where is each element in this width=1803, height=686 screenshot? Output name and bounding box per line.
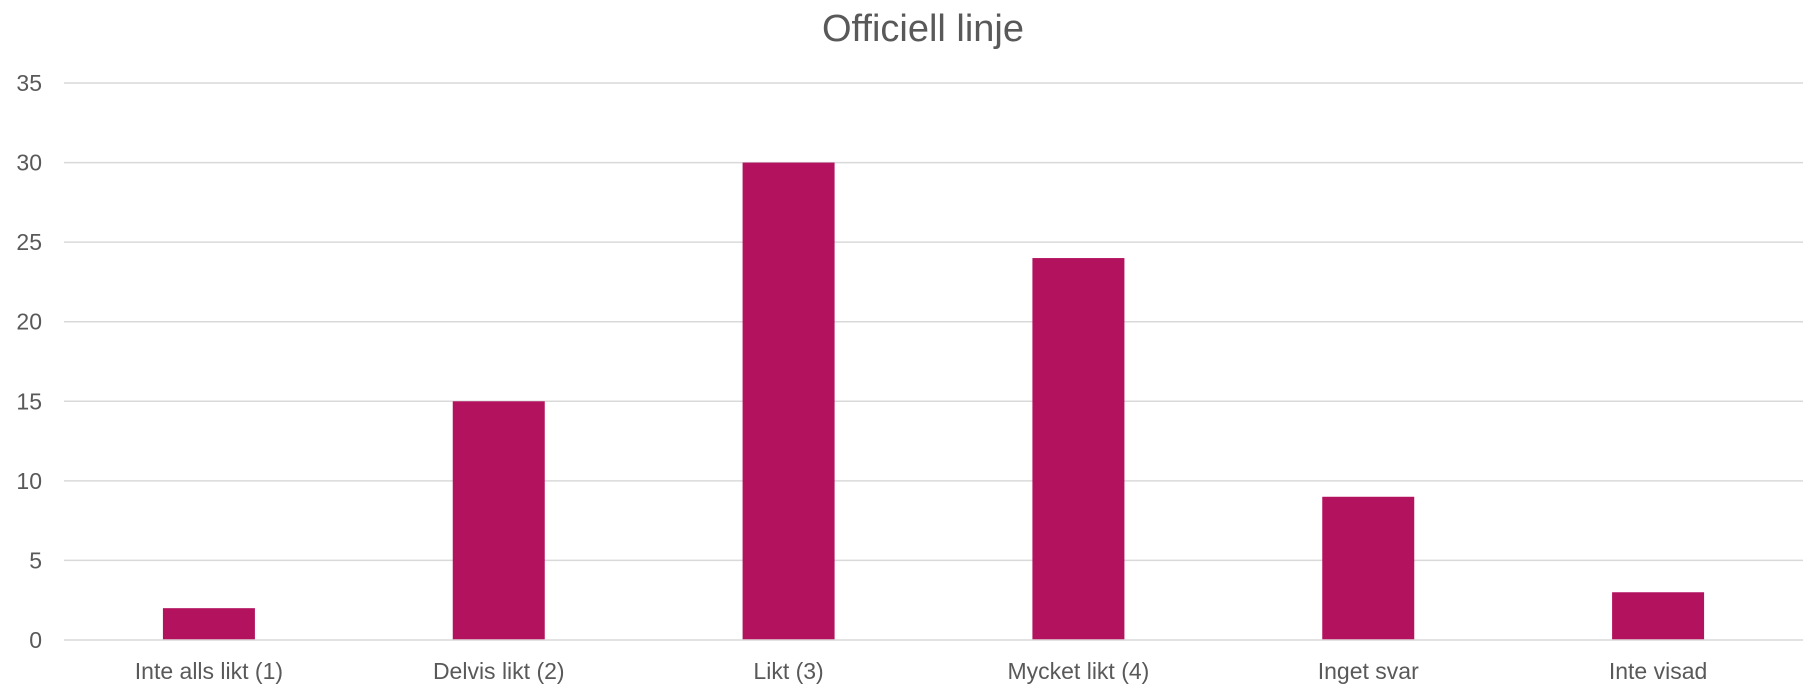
x-category-label: Inte alls likt (1) (135, 658, 283, 684)
y-tick-label: 15 (16, 388, 42, 414)
x-category-label: Inget svar (1318, 658, 1419, 684)
x-category-label: Delvis likt (2) (433, 658, 565, 684)
y-tick-label: 10 (16, 468, 42, 494)
y-tick-label: 5 (29, 547, 42, 573)
bar (162, 608, 255, 640)
bars (162, 162, 1705, 641)
y-tick-label: 20 (16, 309, 42, 335)
y-tick-label: 25 (16, 229, 42, 255)
y-tick-label: 0 (29, 627, 42, 653)
x-category-label: Likt (3) (753, 658, 823, 684)
bar (1322, 496, 1415, 640)
x-axis-category-labels: Inte alls likt (1) Delvis likt (2) Likt (3… (135, 658, 1708, 684)
bar (1612, 592, 1705, 640)
y-axis-tick-labels: 0 5 10 15 20 25 30 35 (16, 70, 42, 653)
bar (1032, 258, 1125, 640)
chart-title: Officiell linje (822, 8, 1024, 50)
x-category-label: Mycket likt (4) (1007, 658, 1149, 684)
gridlines (64, 82, 1803, 562)
y-tick-label: 35 (16, 70, 42, 96)
x-category-label: Inte visad (1609, 658, 1707, 684)
bar (742, 162, 835, 641)
y-tick-label: 30 (16, 150, 42, 176)
bar (452, 401, 545, 640)
